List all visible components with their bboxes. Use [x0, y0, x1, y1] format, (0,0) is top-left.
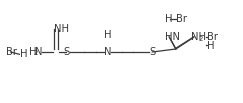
Text: S: S [150, 47, 156, 57]
Text: S: S [63, 47, 69, 57]
Text: 2: 2 [33, 50, 37, 56]
Text: H: H [165, 14, 172, 24]
Text: NH: NH [191, 32, 206, 42]
Text: HN: HN [165, 32, 180, 42]
Text: H: H [104, 30, 112, 40]
Text: H: H [29, 47, 36, 57]
Text: Br: Br [176, 14, 187, 24]
Text: NH: NH [54, 24, 69, 34]
Text: N: N [35, 47, 43, 57]
Text: Br: Br [207, 32, 218, 42]
Text: H: H [207, 41, 215, 51]
Text: H: H [20, 49, 27, 59]
Text: 2: 2 [199, 36, 203, 42]
Text: N: N [104, 47, 112, 57]
Text: Br: Br [6, 47, 17, 57]
